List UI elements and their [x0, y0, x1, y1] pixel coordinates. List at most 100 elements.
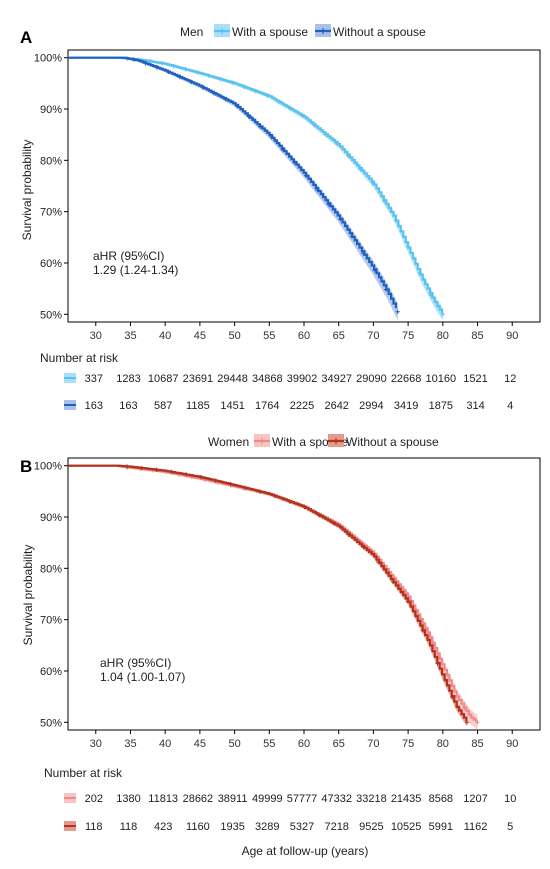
risk-cell: 118	[120, 821, 138, 833]
x-tick-label: 40	[159, 330, 171, 342]
series-without-spouse	[68, 56, 400, 321]
panel-a-legend-key-without-spouse	[315, 24, 331, 37]
censor-mark	[243, 485, 248, 491]
risk-cell: 9525	[359, 821, 383, 833]
censor-mark	[370, 180, 375, 185]
censor-mark	[257, 489, 263, 494]
panel-a-label: A	[20, 28, 32, 47]
risk-cell: 163	[85, 400, 103, 412]
x-tick-label: 85	[471, 330, 483, 342]
risk-cell: 202	[85, 793, 103, 805]
risk-cell: 2994	[359, 400, 383, 412]
confidence-band	[68, 57, 443, 321]
panel-a-annotation-line2: 1.29 (1.24-1.34)	[93, 263, 178, 277]
panel-a-y-axis-title: Survival probability	[20, 140, 34, 241]
censor-mark	[347, 154, 352, 159]
x-tick-label: 75	[402, 738, 414, 750]
risk-cell: 57777	[287, 793, 318, 805]
x-tick-label: 60	[298, 738, 310, 750]
x-tick-label: 90	[506, 738, 518, 750]
risk-cell: 39902	[287, 373, 318, 385]
censor-mark	[395, 309, 400, 314]
censor-mark	[338, 217, 343, 222]
censor-mark	[257, 124, 263, 129]
censor-mark	[195, 70, 200, 75]
panel-b-legend-key-with-spouse	[254, 434, 270, 447]
x-tick-label: 65	[333, 330, 345, 342]
censor-mark	[475, 720, 480, 725]
x-tick-label: 55	[263, 330, 275, 342]
panel-b: B Women With a spouse Without a spouse S…	[20, 434, 541, 858]
censor-mark	[361, 545, 366, 550]
panel-b-risk-table: 202 1380 11813 28662 38911 49999 57777 47332 332…	[64, 793, 516, 833]
risk-cell: 423	[154, 821, 172, 833]
x-tick-label: 40	[159, 738, 171, 750]
censor-mark	[315, 187, 320, 193]
x-tick-label: 55	[263, 738, 275, 750]
x-tick-label: 70	[367, 330, 379, 342]
y-tick-label: 80%	[40, 563, 62, 575]
risk-cell: 1451	[220, 400, 244, 412]
y-tick-label: 60%	[40, 258, 62, 270]
censor-mark	[159, 61, 165, 66]
risk-cell: 34868	[252, 373, 283, 385]
censor-mark	[302, 504, 307, 510]
x-tick-label: 75	[402, 330, 414, 342]
censor-mark	[166, 69, 171, 75]
risk-cell: 10	[504, 793, 516, 805]
confidence-band	[68, 57, 398, 321]
censor-mark	[462, 706, 467, 711]
panel-b-risk-title: Number at risk	[44, 766, 123, 780]
risk-cell: 1162	[464, 821, 488, 833]
censor-mark	[177, 74, 182, 80]
x-tick-label: 85	[471, 738, 483, 750]
risk-cell: 28662	[183, 793, 214, 805]
censor-mark	[189, 79, 194, 85]
censor-mark	[230, 80, 235, 85]
censor-mark	[435, 661, 440, 666]
x-tick-label: 80	[437, 330, 449, 342]
censor-mark	[335, 141, 340, 147]
y-tick-label: 100%	[34, 461, 62, 473]
censor-mark	[420, 628, 425, 633]
censor-mark	[331, 521, 337, 526]
censor-mark	[276, 99, 282, 105]
censor-mark	[269, 135, 274, 140]
confidence-band	[68, 465, 478, 730]
x-tick-label: 30	[90, 738, 102, 750]
risk-cell: 49999	[252, 793, 283, 805]
panel-a-risk-title: Number at risk	[40, 351, 119, 365]
plot-frame	[67, 49, 541, 323]
panel-a-plot-area: 50% 60% 70% 80% 90% 100% 30 35 40 45 50 55 60 65 70 75 8…	[34, 49, 541, 342]
series-without-spouse	[68, 464, 470, 727]
panel-a-legend-label-with-spouse: With a spouse	[232, 25, 308, 39]
x-tick-label: 35	[124, 330, 136, 342]
censor-mark	[323, 132, 329, 137]
censor-mark	[326, 202, 332, 207]
risk-cell: 1160	[186, 821, 210, 833]
censor-mark	[303, 173, 309, 178]
risk-cell: 12	[504, 373, 516, 385]
risk-cell: 5327	[290, 821, 314, 833]
censor-mark	[382, 198, 387, 204]
censor-mark	[280, 147, 286, 153]
censor-mark	[300, 113, 305, 118]
risk-cell: 33218	[356, 793, 387, 805]
censor-mark	[272, 493, 278, 499]
censor-mark	[312, 122, 317, 128]
risk-cell: 1521	[463, 373, 487, 385]
censor-mark	[288, 106, 293, 112]
risk-cell: 1875	[429, 400, 453, 412]
censor-mark	[287, 499, 292, 504]
risk-cell: 10687	[148, 373, 179, 385]
censor-mark	[131, 57, 137, 62]
censor-mark	[148, 59, 153, 64]
panel-a-legend-label-without-spouse: Without a spouse	[333, 25, 426, 39]
panel-a-risk-table: 337 1283 10687 23691 29448 34868 39902 34927 290…	[64, 373, 516, 412]
panel-b-legend-label-without-spouse: Without a spouse	[346, 435, 439, 449]
y-tick-label: 70%	[40, 615, 62, 627]
risk-cell: 1185	[186, 400, 210, 412]
censor-mark	[213, 478, 218, 483]
censor-mark	[124, 464, 130, 469]
censor-mark	[361, 251, 366, 256]
